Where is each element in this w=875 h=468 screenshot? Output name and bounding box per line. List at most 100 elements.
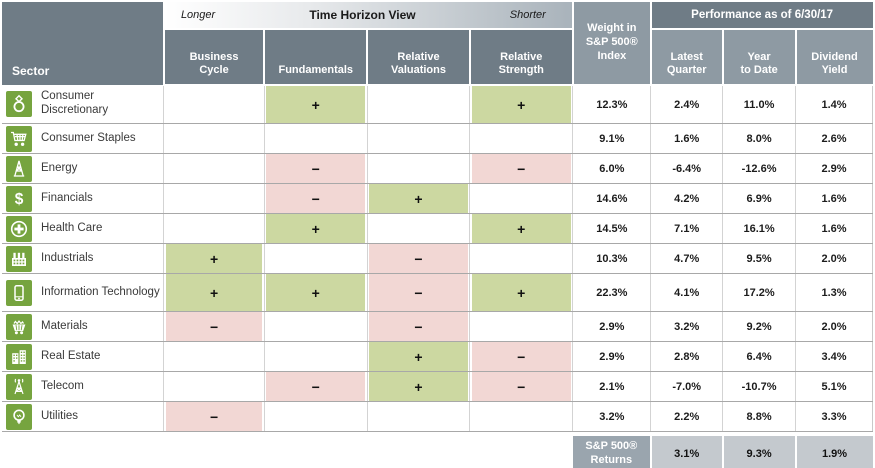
dollar-icon: $: [6, 185, 32, 212]
relative-strength-cell: +: [469, 85, 574, 124]
latest-quarter-cell: 2.8%: [650, 341, 724, 372]
relative-strength-cell: −: [469, 371, 574, 402]
relative-strength-header: Relative Strength: [469, 29, 574, 86]
dividend-yield-cell: 1.6%: [795, 183, 873, 214]
sp500-returns-label: S&P 500® Returns: [572, 436, 652, 468]
table-row: Real Estate + − 2.9% 2.8% 6.4% 3.4%: [2, 341, 873, 372]
relative-strength-cell: [469, 183, 574, 214]
year-to-date-cell: 9.5%: [722, 243, 797, 274]
smartphone-icon: [6, 279, 32, 306]
relative-strength-cell: [469, 401, 574, 432]
sector-cell: $ Financials: [2, 183, 165, 214]
sp500-dividend-yield-value: 1.9%: [795, 436, 873, 468]
business-cycle-cell: [163, 371, 265, 402]
relative-valuations-cell: +: [367, 371, 471, 402]
relative-strength-cell: −: [469, 341, 574, 372]
latest-quarter-header: Latest Quarter: [650, 29, 724, 86]
sector-cell: Materials: [2, 311, 165, 342]
latest-quarter-cell: 4.2%: [650, 183, 724, 214]
time-horizon-band: Longer Time Horizon View Shorter: [163, 2, 574, 30]
year-to-date-header: Year to Date: [722, 29, 797, 86]
table-row: Consumer Discretionary + + 12.3% 2.4% 11…: [2, 85, 873, 124]
year-to-date-cell: 6.4%: [722, 341, 797, 372]
radio-tower-icon: [6, 373, 32, 400]
header-band-row: Sector Longer Time Horizon View Shorter …: [2, 2, 873, 86]
sector-name: Information Technology: [41, 285, 160, 298]
mine-cart-icon: [6, 313, 32, 340]
year-to-date-cell: -12.6%: [722, 153, 797, 184]
sector-cell: Telecom: [2, 371, 165, 402]
weight-cell: 2.9%: [572, 311, 652, 342]
sector-cell: Information Technology: [2, 273, 165, 312]
relative-valuations-cell: +: [367, 183, 471, 214]
dividend-yield-cell: 1.6%: [795, 213, 873, 244]
year-to-date-cell: -10.7%: [722, 371, 797, 402]
weight-cell: 9.1%: [572, 123, 652, 154]
table-row: Consumer Staples 9.1% 1.6% 8.0% 2.6%: [2, 123, 873, 154]
footer-empty-cell: [2, 436, 573, 468]
dividend-yield-cell: 5.1%: [795, 371, 873, 402]
sector-column-header: Sector: [2, 2, 165, 85]
ring-icon: [6, 91, 32, 117]
buildings-icon: [6, 343, 32, 370]
relative-valuations-cell: +: [367, 341, 471, 372]
weight-cell: 2.9%: [572, 341, 652, 372]
table-row: $ Financials − + 14.6% 4.2% 6.9% 1.6%: [2, 183, 873, 214]
factory-icon: [6, 245, 32, 272]
latest-quarter-cell: -6.4%: [650, 153, 724, 184]
sector-cell: Industrials: [2, 243, 165, 274]
weight-cell: 14.5%: [572, 213, 652, 244]
business-cycle-cell: [163, 153, 265, 184]
sector-name: Telecom: [41, 379, 84, 392]
business-cycle-cell: [163, 183, 265, 214]
table-row: Telecom − + − 2.1% -7.0% -10.7% 5.1%: [2, 371, 873, 402]
fundamentals-cell: −: [264, 183, 368, 214]
latest-quarter-cell: 2.4%: [650, 85, 724, 124]
sector-cell: Consumer Staples: [2, 123, 165, 154]
fundamentals-cell: −: [264, 153, 368, 184]
dividend-yield-cell: 1.4%: [795, 85, 873, 124]
business-cycle-cell: −: [163, 311, 265, 342]
relative-strength-cell: +: [469, 213, 574, 244]
weight-cell: 3.2%: [572, 401, 652, 432]
time-horizon-title: Time Horizon View: [309, 8, 416, 22]
sector-name: Consumer Discretionary: [41, 90, 109, 116]
weight-cell: 2.1%: [572, 371, 652, 402]
dividend-yield-cell: 2.0%: [795, 243, 873, 274]
table-row: Energy − − 6.0% -6.4% -12.6% 2.9%: [2, 153, 873, 184]
latest-quarter-cell: 4.1%: [650, 273, 724, 312]
business-cycle-cell: +: [163, 243, 265, 274]
latest-quarter-cell: 4.7%: [650, 243, 724, 274]
relative-strength-cell: [469, 243, 574, 274]
relative-valuations-cell: −: [367, 311, 471, 342]
dividend-yield-cell: 2.6%: [795, 123, 873, 154]
header-columns-row: Business Cycle Fundamentals Relative Val…: [2, 29, 873, 86]
relative-valuations-cell: −: [367, 243, 471, 274]
sector-name: Industrials: [41, 251, 94, 264]
business-cycle-cell: [163, 341, 265, 372]
relative-strength-cell: [469, 311, 574, 342]
table-row: Industrials + − 10.3% 4.7% 9.5% 2.0%: [2, 243, 873, 274]
latest-quarter-cell: 2.2%: [650, 401, 724, 432]
weight-cell: 12.3%: [572, 85, 652, 124]
year-to-date-cell: 9.2%: [722, 311, 797, 342]
oil-derrick-icon: [6, 155, 32, 182]
year-to-date-cell: 6.9%: [722, 183, 797, 214]
dividend-yield-cell: 3.3%: [795, 401, 873, 432]
sector-cell: Health Care: [2, 213, 165, 244]
sector-name: Real Estate: [41, 349, 101, 362]
relative-strength-cell: −: [469, 153, 574, 184]
sector-cell: Energy: [2, 153, 165, 184]
sector-name: Health Care: [41, 221, 103, 234]
fundamentals-cell: −: [264, 371, 368, 402]
shorter-label: Shorter: [509, 9, 546, 21]
dividend-yield-cell: 3.4%: [795, 341, 873, 372]
fundamentals-cell: [264, 341, 368, 372]
business-cycle-cell: −: [163, 401, 265, 432]
weight-cell: 22.3%: [572, 273, 652, 312]
sector-name: Energy: [41, 161, 78, 174]
fundamentals-cell: [264, 243, 368, 274]
sector-name: Consumer Staples: [41, 131, 136, 144]
weight-column-header: Weight in S&P 500® Index: [572, 2, 652, 86]
